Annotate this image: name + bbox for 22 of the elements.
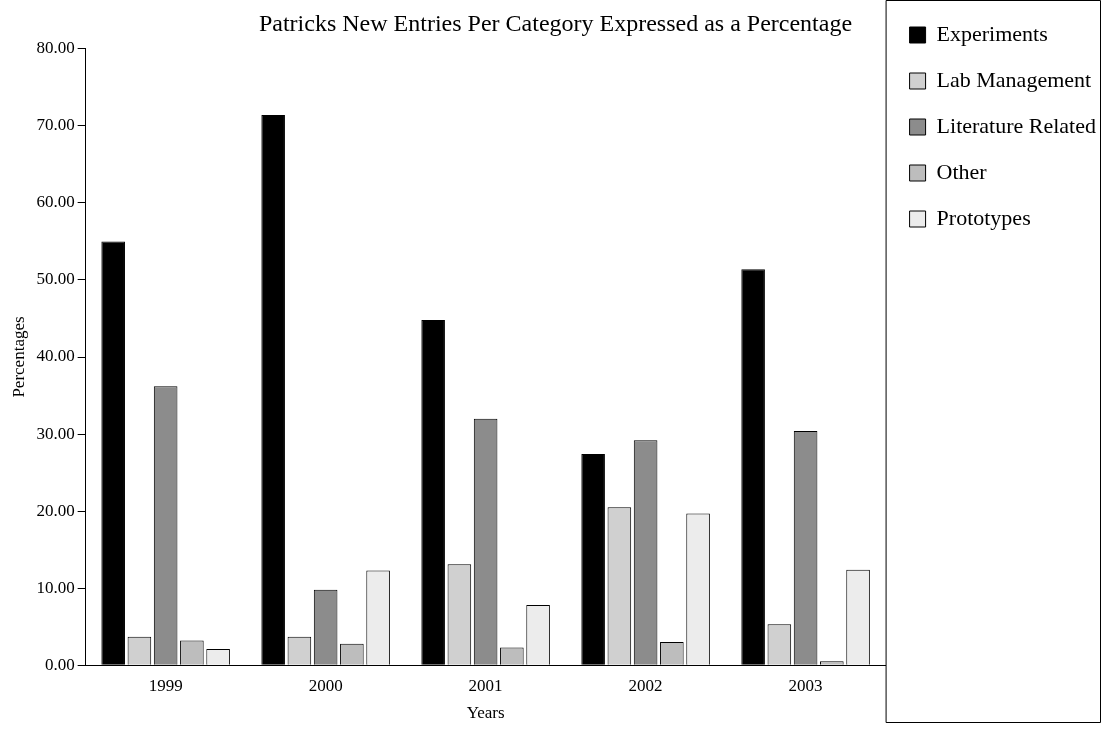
legend-label: Prototypes xyxy=(936,204,1031,230)
legend-label: Other xyxy=(936,158,988,184)
x-tick-label: 2000 xyxy=(308,675,343,695)
x-tick-label: 1999 xyxy=(148,675,183,695)
y-tick-label: 0.00 xyxy=(44,654,75,674)
y-tick-label: 10.00 xyxy=(36,577,75,597)
x-tick-label: 2002 xyxy=(628,675,663,695)
y-tick-label: 80.00 xyxy=(36,38,75,58)
x-tick-label: 2001 xyxy=(468,675,503,695)
legend-label: Experiments xyxy=(936,20,1048,46)
x-tick-label: 2003 xyxy=(788,675,823,695)
y-tick-label: 50.00 xyxy=(36,269,75,289)
chart-title: Patricks New Entries Per Category Expressed as a Percentage xyxy=(258,9,853,36)
y-axis-title: Percentages xyxy=(8,316,28,398)
y-tick-label: 60.00 xyxy=(36,192,75,212)
legend-label: Lab Management xyxy=(936,66,1092,92)
y-tick-label: 70.00 xyxy=(36,115,75,135)
y-tick-label: 30.00 xyxy=(36,423,75,443)
legend-label: Literature Related xyxy=(936,112,1097,138)
y-tick-label: 40.00 xyxy=(36,346,75,366)
x-axis-title: Years xyxy=(466,703,505,723)
y-tick-label: 20.00 xyxy=(36,500,75,520)
